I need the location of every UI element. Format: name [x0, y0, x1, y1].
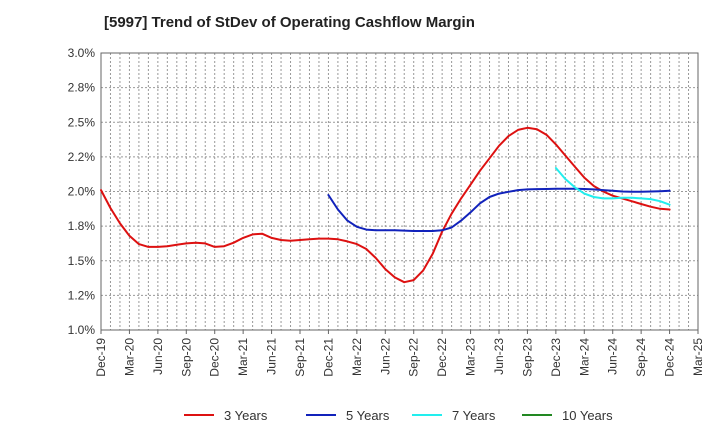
x-tick-label: Dec-23	[549, 338, 563, 377]
y-tick-label: 1.2%	[68, 288, 96, 302]
legend-label: 10 Years	[562, 408, 613, 423]
x-tick-label: Jun-22	[378, 338, 392, 375]
x-tick-label: Sep-24	[634, 338, 648, 377]
series-line-3-years	[100, 126, 671, 284]
x-tick-label: Sep-23	[520, 338, 534, 377]
y-tick-label: 1.0%	[68, 323, 96, 337]
y-tick-label: 3.0%	[68, 46, 96, 60]
x-tick-label: Dec-20	[208, 338, 222, 377]
legend: 3 Years 5 Years 7 Years 10 Years	[184, 408, 613, 423]
x-tick-label: Sep-20	[179, 338, 193, 377]
x-tick-label: Mar-25	[691, 338, 705, 376]
x-tick-label: Jun-21	[265, 338, 279, 375]
x-tick-label: Mar-22	[350, 338, 364, 376]
y-tick-label: 2.0%	[68, 185, 96, 199]
y-tick-label: 1.5%	[68, 254, 96, 268]
x-tick-label: Jun-20	[151, 338, 165, 375]
x-tick-label: Dec-24	[663, 338, 677, 377]
series-line-5-years	[327, 187, 671, 232]
x-tick-label: Jun-23	[492, 338, 506, 375]
grid	[100, 52, 699, 331]
x-axis: Dec-19 Mar-20 Jun-20 Sep-20 Dec-20 Mar-21 Jun-…	[94, 330, 705, 377]
y-axis: 1.0% 1.2% 1.5% 1.8% 2.0% 2.2% 2.5% 2.8% 3.0%	[68, 46, 96, 337]
series-lines	[100, 126, 671, 284]
x-tick-label: Dec-22	[435, 338, 449, 377]
x-tick-label: Mar-21	[236, 338, 250, 376]
legend-label: 7 Years	[452, 408, 496, 423]
chart-title: [5997] Trend of StDev of Operating Cashf…	[104, 14, 475, 31]
legend-label: 3 Years	[224, 408, 268, 423]
x-tick-label: Jun-24	[606, 338, 620, 375]
x-tick-label: Mar-20	[122, 338, 136, 376]
y-tick-label: 2.2%	[68, 150, 96, 164]
x-tick-label: Dec-21	[321, 338, 335, 377]
y-tick-label: 1.8%	[68, 219, 96, 233]
y-tick-label: 2.5%	[68, 115, 96, 129]
x-tick-label: Mar-24	[577, 338, 591, 376]
legend-label: 5 Years	[346, 408, 390, 423]
x-tick-label: Mar-23	[464, 338, 478, 376]
series-line-7-years	[554, 167, 671, 206]
x-tick-label: Sep-22	[407, 338, 421, 377]
y-tick-label: 2.8%	[68, 81, 96, 95]
x-tick-label: Dec-19	[94, 338, 108, 377]
x-tick-label: Sep-21	[293, 338, 307, 377]
